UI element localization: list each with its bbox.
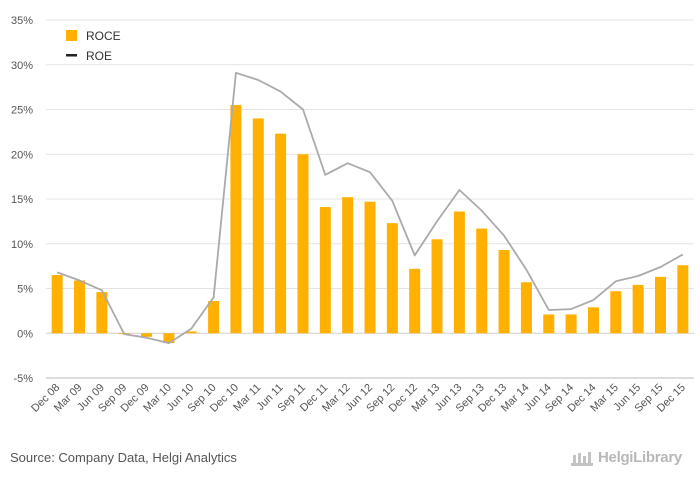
roce-bars: [51, 105, 689, 344]
roce-bar: [185, 331, 197, 334]
brand-logo: HelgiLibrary: [570, 447, 692, 469]
y-tick-label: 25%: [11, 105, 33, 117]
y-axis: -5% 0% 5% 10% 15% 20% 25% 30% 35%: [11, 15, 33, 385]
roce-bar: [74, 280, 86, 334]
roe-line-group: [56, 71, 684, 345]
legend-roce-swatch: [66, 30, 77, 41]
roce-bar: [677, 265, 689, 334]
roce-bar: [587, 307, 599, 334]
y-tick-label: 5%: [17, 284, 33, 296]
roce-bar: [476, 228, 488, 334]
source-note: Source: Company Data, Helgi Analytics: [10, 450, 237, 465]
y-tick-label: 10%: [11, 239, 33, 251]
y-tick-label: 35%: [11, 15, 33, 27]
roce-bar: [453, 211, 465, 334]
roce-bar: [498, 250, 510, 334]
y-tick-label: 0%: [17, 328, 33, 340]
roce-bar: [230, 105, 242, 334]
y-tick-label: 15%: [11, 194, 33, 206]
roce-bar: [364, 201, 376, 334]
legend-roe-swatch: [66, 54, 77, 57]
legend: ROCE ROE: [66, 29, 121, 63]
roe-line: [56, 71, 684, 345]
roce-bar: [252, 118, 264, 334]
roce-bar: [319, 207, 331, 334]
roce-bar: [386, 223, 398, 334]
roce-bar: [51, 275, 63, 334]
roce-bar: [520, 282, 532, 334]
y-tick-label: -5%: [13, 373, 33, 385]
roce-bar: [275, 133, 287, 334]
library-icon: [571, 452, 593, 466]
gridlines: [46, 19, 694, 379]
roce-bar: [96, 292, 108, 334]
roce-bar: [342, 197, 354, 334]
brand-name: HelgiLibrary: [598, 449, 682, 466]
legend-roe-label: ROE: [86, 49, 112, 63]
y-tick-label: 20%: [11, 149, 33, 161]
roce-bar: [543, 314, 555, 334]
roce-bar: [632, 284, 644, 334]
roce-bar: [431, 239, 443, 334]
roce-bar: [565, 314, 577, 334]
roce-bar: [610, 291, 622, 334]
legend-roce-label: ROCE: [86, 29, 121, 43]
roce-bar: [141, 333, 153, 337]
y-tick-label: 30%: [11, 60, 33, 72]
roce-bar: [208, 301, 220, 334]
roce-bar: [163, 333, 175, 344]
roce-bar: [297, 154, 309, 334]
roce-bar: [654, 276, 666, 334]
roce-bar: [409, 268, 421, 334]
